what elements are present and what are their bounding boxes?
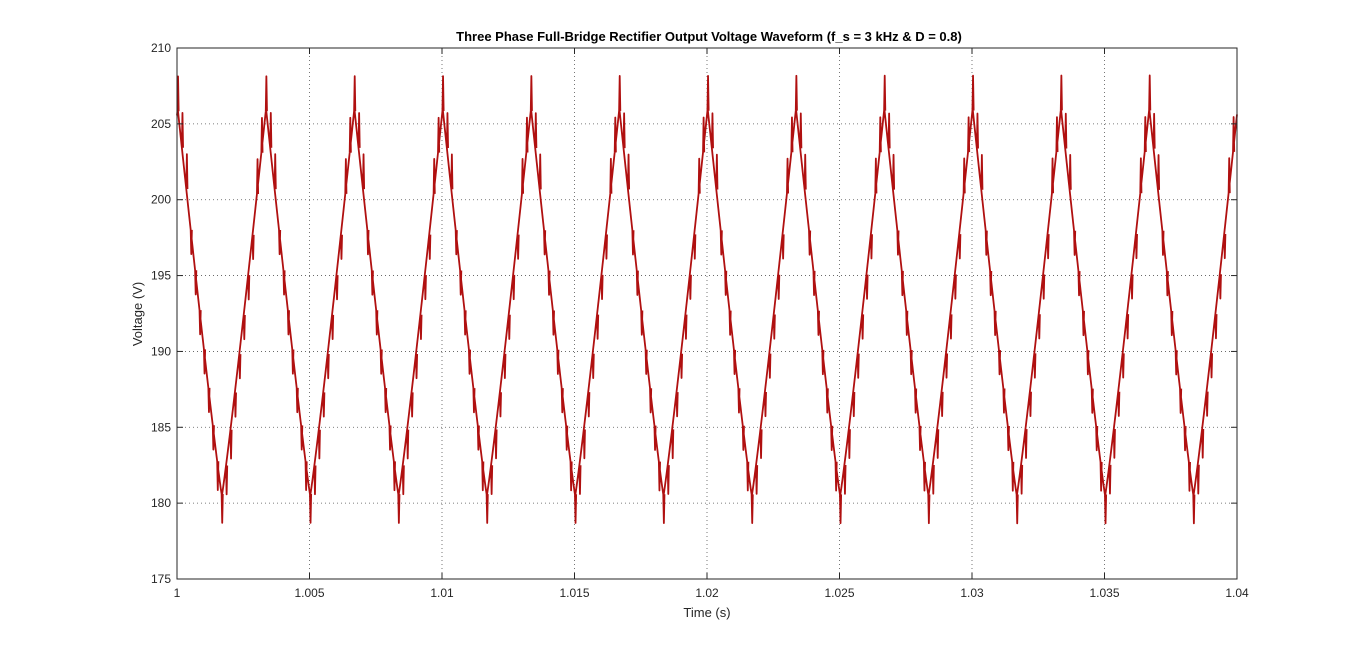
- x-tick-label: 1.035: [1089, 586, 1119, 600]
- y-tick-label: 205: [151, 117, 171, 131]
- x-tick-label: 1.04: [1225, 586, 1249, 600]
- y-tick-label: 180: [151, 496, 171, 510]
- plot-area: 1 1.005 1.01 1.015 1.02 1.025 1.03 1.035 1.04 17…: [151, 41, 1249, 600]
- y-tick-label: 190: [151, 344, 171, 358]
- grid-lines: [177, 48, 1237, 579]
- waveform-series: [176, 74, 1238, 525]
- y-axis-label: Voltage (V): [130, 282, 145, 346]
- y-tick-label: 200: [151, 193, 171, 207]
- x-tick-label: 1.01: [430, 586, 454, 600]
- y-tick-label: 195: [151, 269, 171, 283]
- axes-background: [177, 48, 1237, 579]
- y-tick-label: 175: [151, 572, 171, 586]
- waveform-line: [176, 74, 1238, 525]
- chart-title: Three Phase Full-Bridge Rectifier Output…: [456, 29, 962, 44]
- y-axis-ticks: 175 180 185 190 195 200 205 210: [151, 41, 1237, 586]
- y-tick-label: 210: [151, 41, 171, 55]
- y-tick-label: 185: [151, 420, 171, 434]
- x-tick-label: 1.025: [824, 586, 854, 600]
- x-tick-label: 1.03: [960, 586, 984, 600]
- x-axis-label: Time (s): [683, 605, 730, 620]
- x-tick-label: 1.015: [559, 586, 589, 600]
- x-tick-label: 1: [174, 586, 181, 600]
- x-tick-label: 1.02: [695, 586, 719, 600]
- x-axis-ticks: 1 1.005 1.01 1.015 1.02 1.025 1.03 1.035 1.04: [174, 48, 1249, 600]
- x-tick-label: 1.005: [294, 586, 324, 600]
